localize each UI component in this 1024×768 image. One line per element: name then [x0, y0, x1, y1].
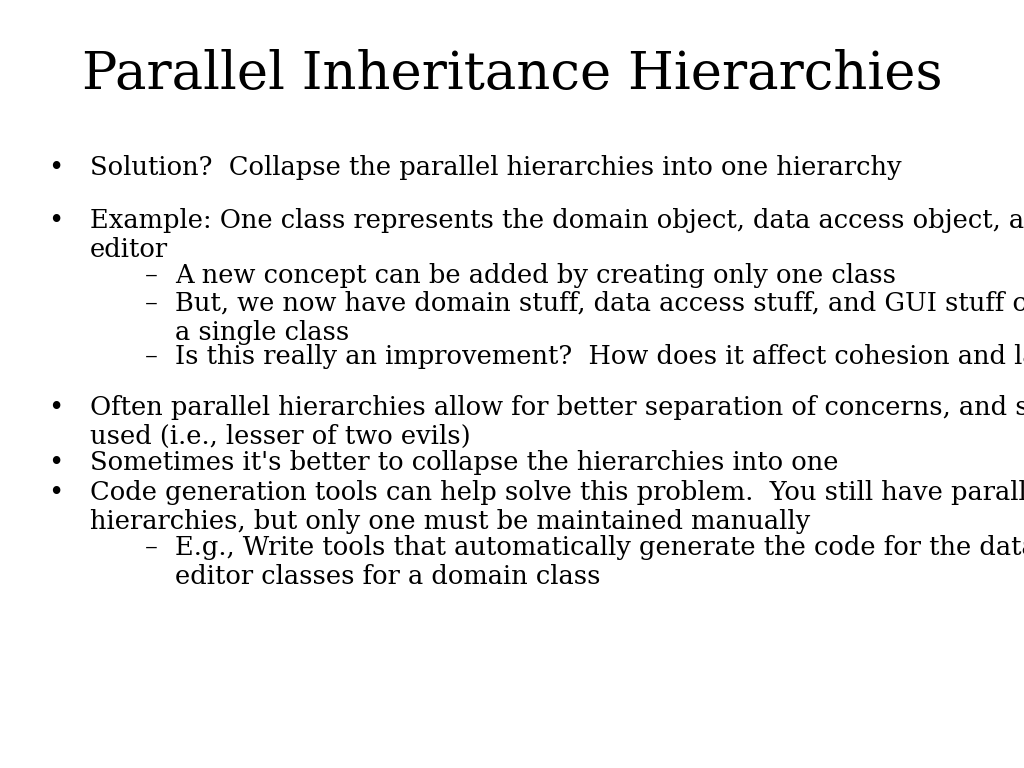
Text: –: –	[145, 263, 158, 288]
Text: •: •	[48, 208, 63, 233]
Text: Solution?  Collapse the parallel hierarchies into one hierarchy: Solution? Collapse the parallel hierarch…	[90, 155, 901, 180]
Text: Code generation tools can help solve this problem.  You still have parallel
hier: Code generation tools can help solve thi…	[90, 480, 1024, 534]
Text: •: •	[48, 450, 63, 475]
Text: Often parallel hierarchies allow for better separation of concerns, and should b: Often parallel hierarchies allow for bet…	[90, 395, 1024, 449]
Text: •: •	[48, 395, 63, 420]
Text: •: •	[48, 480, 63, 505]
Text: –: –	[145, 291, 158, 316]
Text: E.g., Write tools that automatically generate the code for the data access and
e: E.g., Write tools that automatically gen…	[175, 535, 1024, 589]
Text: A new concept can be added by creating only one class: A new concept can be added by creating o…	[175, 263, 896, 288]
Text: Is this really an improvement?  How does it affect cohesion and layering?: Is this really an improvement? How does …	[175, 344, 1024, 369]
Text: But, we now have domain stuff, data access stuff, and GUI stuff combined on
a si: But, we now have domain stuff, data acce…	[175, 291, 1024, 345]
Text: Example: One class represents the domain object, data access object, and GUI
edi: Example: One class represents the domain…	[90, 208, 1024, 262]
Text: –: –	[145, 535, 158, 560]
Text: Parallel Inheritance Hierarchies: Parallel Inheritance Hierarchies	[82, 49, 942, 101]
Text: •: •	[48, 155, 63, 180]
Text: –: –	[145, 344, 158, 369]
Text: Sometimes it's better to collapse the hierarchies into one: Sometimes it's better to collapse the hi…	[90, 450, 839, 475]
